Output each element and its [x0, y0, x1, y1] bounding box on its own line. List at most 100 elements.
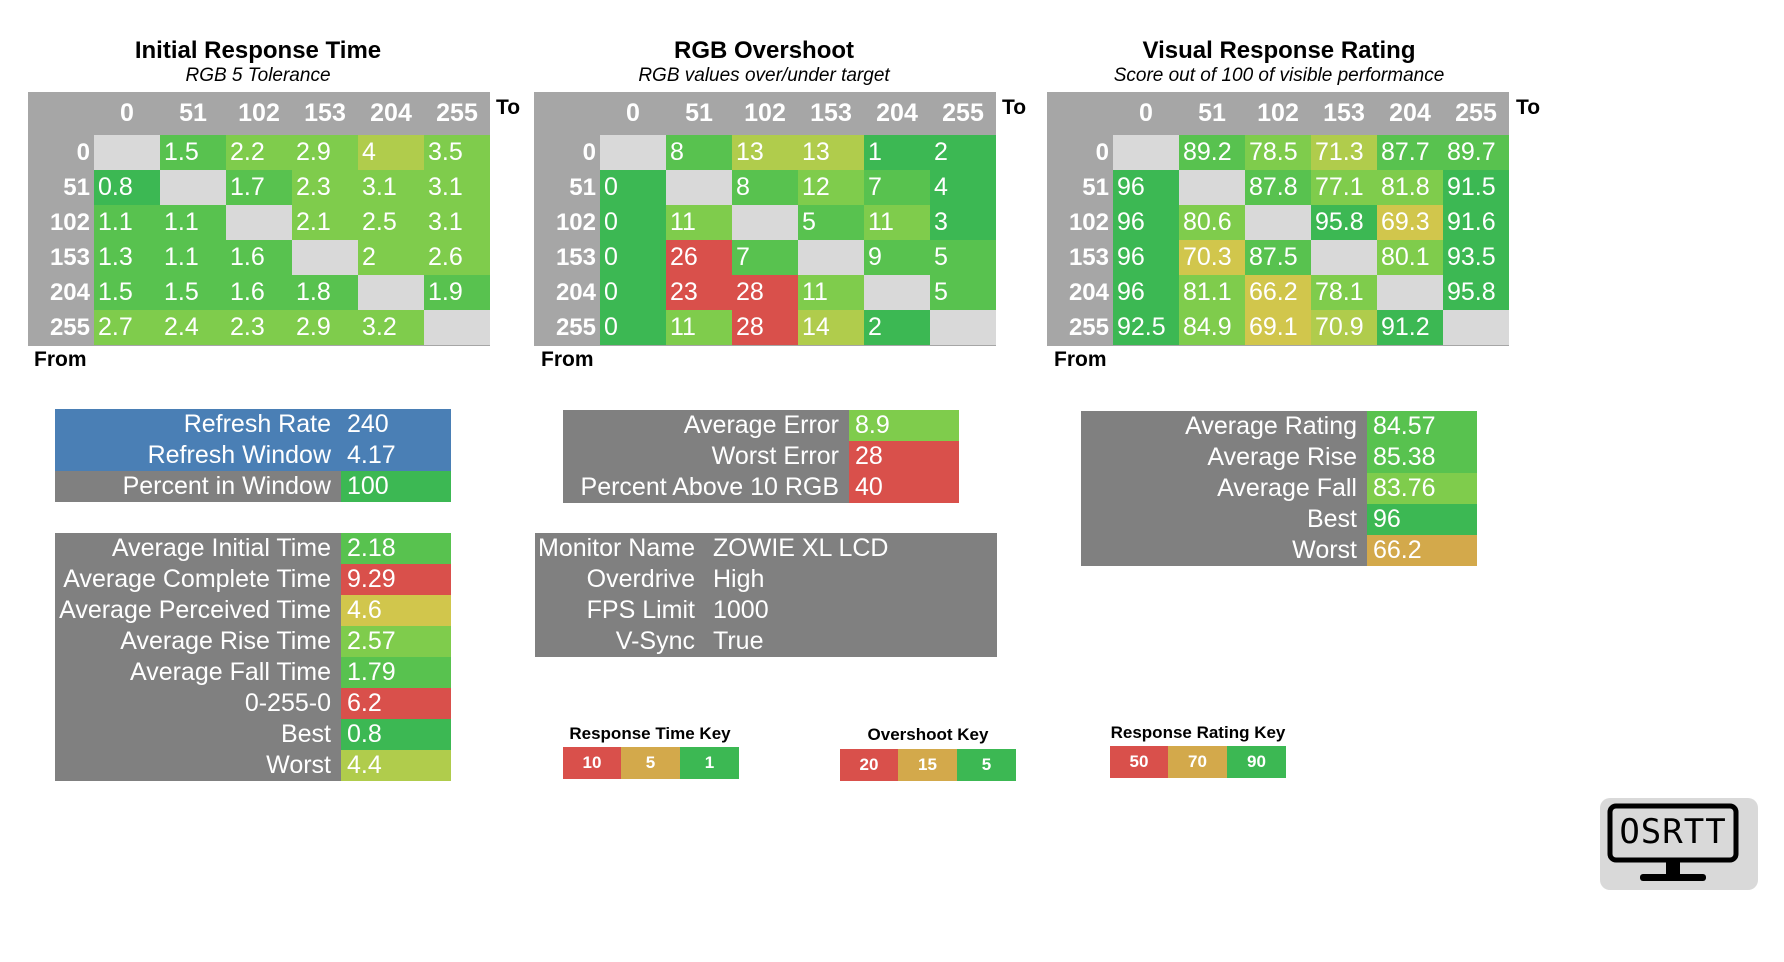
matrix-cell: 1.8: [292, 275, 358, 310]
stat-value: 1.79: [341, 657, 451, 688]
stat-value: True: [707, 626, 997, 657]
matrix-cell: 2.9: [292, 135, 358, 170]
matrix-cell: 11: [666, 310, 732, 345]
matrix-cell-diagonal: [424, 310, 490, 345]
matrix-cell: 1.9: [424, 275, 490, 310]
stat-value: 83.76: [1367, 473, 1477, 504]
matrix-cell-diagonal: [1113, 135, 1179, 170]
matrix-cell: 84.9: [1179, 310, 1245, 345]
monitor-neck: [1666, 860, 1680, 874]
stat-value: 84.57: [1367, 411, 1477, 442]
stat-value: 40: [849, 472, 959, 503]
stat-label: Worst Error: [563, 441, 849, 472]
from-label: From: [34, 348, 87, 371]
matrix-cell-diagonal: [1179, 170, 1245, 205]
stat-value: ZOWIE XL LCD: [707, 533, 997, 564]
time-panel: Average Initial Time 2.18 Average Complete…: [55, 533, 451, 781]
stat-value: 28: [849, 441, 959, 472]
key-cell: 1: [680, 747, 739, 779]
refresh-panel: Refresh Rate 240 Refresh Window 4.17 Percent…: [55, 409, 451, 502]
matrix-cell: 91.2: [1377, 310, 1443, 345]
matrix-cell: 5: [930, 275, 996, 310]
column-header: 153: [1323, 99, 1365, 127]
matrix-cell: 1.1: [160, 205, 226, 240]
matrix-cell: 11: [864, 205, 930, 240]
stat-label: Refresh Rate: [55, 409, 341, 440]
row-header: 204: [1068, 279, 1109, 306]
matrix-cell: 70.9: [1311, 310, 1377, 345]
stat-value: 100: [341, 471, 451, 502]
stat-value: 8.9: [849, 410, 959, 441]
column-header: 204: [1389, 99, 1431, 127]
stat-label: Average Rise Time: [55, 626, 341, 657]
column-header: 102: [744, 99, 786, 127]
matrix-subtitle: RGB values over/under target: [638, 65, 890, 86]
matrix-title: Visual Response Rating: [1142, 37, 1416, 64]
matrix-cell: 87.7: [1377, 135, 1443, 170]
stat-row: Average Rating 84.57: [1081, 411, 1477, 442]
matrix-cell: 81.1: [1179, 275, 1245, 310]
stat-label: Average Complete Time: [55, 564, 341, 595]
matrix-cell: 13: [798, 135, 864, 170]
matrix-cell: 80.6: [1179, 205, 1245, 240]
matrix-cell: 87.8: [1245, 170, 1311, 205]
stat-label: 0-255-0: [55, 688, 341, 719]
monitor-base: [1640, 874, 1706, 881]
column-header: 51: [179, 99, 207, 127]
matrix-cell: 0: [600, 275, 666, 310]
stat-row: FPS Limit 1000: [535, 595, 997, 626]
matrix-cell: 91.6: [1443, 205, 1509, 240]
stat-row: Average Fall Time 1.79: [55, 657, 451, 688]
row-header: 102: [1068, 209, 1109, 236]
stat-value: 6.2: [341, 688, 451, 719]
stat-label: Percent in Window: [55, 471, 341, 502]
matrix-cell: 2.5: [358, 205, 424, 240]
matrix-subtitle: RGB 5 Tolerance: [185, 65, 331, 86]
matrix-cell: 0: [600, 170, 666, 205]
stat-label: Worst: [1081, 535, 1367, 566]
stat-row: Worst 66.2: [1081, 535, 1477, 566]
key-title: Response Time Key: [569, 724, 731, 743]
row-header: 153: [555, 244, 596, 271]
column-header: 153: [304, 99, 346, 127]
matrix-cell: 9: [864, 240, 930, 275]
monitor-icon: [1607, 803, 1739, 881]
matrix-cell: 4: [930, 170, 996, 205]
row-header: 51: [63, 174, 90, 201]
matrix-cell: 89.7: [1443, 135, 1509, 170]
osrtt-logo: OSRTT: [1600, 798, 1758, 890]
row-header: 51: [1082, 174, 1109, 201]
stat-label: Percent Above 10 RGB: [563, 472, 849, 503]
stat-value: 2.57: [341, 626, 451, 657]
matrix-cell-diagonal: [1311, 240, 1377, 275]
column-header: 0: [1139, 99, 1153, 127]
matrix-cell-diagonal: [1245, 205, 1311, 240]
stat-label: Average Perceived Time: [55, 595, 341, 626]
stat-label: Worst: [55, 750, 341, 781]
stat-value: 85.38: [1367, 442, 1477, 473]
key-cell: 50: [1110, 746, 1168, 778]
stat-value: 9.29: [341, 564, 451, 595]
matrix-cell: 5: [798, 205, 864, 240]
stat-label: Average Rating: [1081, 411, 1367, 442]
row-header: 255: [555, 314, 596, 341]
matrix-cell-diagonal: [160, 170, 226, 205]
matrix-cell: 4: [358, 135, 424, 170]
matrix-cell: 1.5: [160, 135, 226, 170]
stat-row: Refresh Window 4.17: [55, 440, 451, 471]
monitor-panel: Monitor Name ZOWIE XL LCD Overdrive High FPS…: [535, 533, 997, 657]
matrix-cell: 93.5: [1443, 240, 1509, 275]
matrix-title: RGB Overshoot: [673, 37, 855, 64]
matrix-cell: 69.1: [1245, 310, 1311, 345]
matrix-cell: 1.5: [160, 275, 226, 310]
matrix-cell: 89.2: [1179, 135, 1245, 170]
matrix-cell: 0: [600, 205, 666, 240]
stat-label: Average Rise: [1081, 442, 1367, 473]
matrix-cell: 13: [732, 135, 798, 170]
stat-row: V-Sync True: [535, 626, 997, 657]
logo-text: OSRTT: [1619, 812, 1727, 852]
matrix-cell: 2: [358, 240, 424, 275]
column-header: 255: [942, 99, 984, 127]
matrix-cell-diagonal: [1443, 310, 1509, 345]
matrix-cell: 80.1: [1377, 240, 1443, 275]
